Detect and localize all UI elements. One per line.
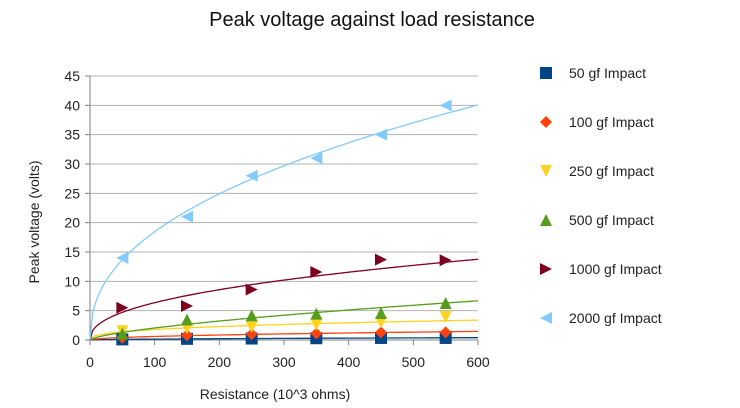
y-tick-label: 45 (64, 68, 80, 84)
data-point (439, 326, 452, 339)
legend-label: 500 gf Impact (569, 212, 654, 228)
legend-label: 250 gf Impact (569, 163, 654, 179)
chart-title: Peak voltage against load resistance (209, 9, 535, 31)
data-point (245, 283, 258, 296)
x-axis-label: Resistance (10^3 ohms) (200, 386, 351, 402)
legend-label: 2000 gf Impact (569, 310, 662, 326)
y-tick-label: 40 (64, 97, 80, 113)
data-point (439, 99, 452, 112)
data-point (310, 327, 323, 340)
x-tick-label: 300 (272, 354, 296, 370)
data-point (116, 251, 129, 264)
y-tick-label: 5 (72, 303, 80, 319)
trendline (89, 337, 478, 341)
y-tick-label: 15 (64, 244, 80, 260)
data-point (181, 210, 193, 223)
data-point (181, 329, 193, 342)
data-point (375, 253, 387, 266)
legend-marker (540, 312, 552, 324)
gridlines (90, 75, 478, 312)
legend-marker (540, 263, 552, 275)
data-point (181, 313, 193, 326)
data-point (245, 321, 258, 334)
x-tick-label: 100 (143, 354, 167, 370)
legend-label: 1000 gf Impact (569, 261, 662, 277)
legend-marker (540, 165, 552, 177)
y-tick-label: 30 (64, 156, 80, 172)
data-point (310, 307, 323, 320)
trendline (89, 104, 479, 341)
legend-label: 100 gf Impact (569, 114, 654, 130)
y-tick-label: 35 (64, 127, 80, 143)
data-point (181, 299, 193, 312)
data-point (375, 128, 387, 141)
y-tick-label: 0 (72, 332, 80, 348)
legend-marker (540, 214, 552, 226)
data-point (245, 309, 258, 322)
legend: 50 gf Impact 100 gf Impact 250 gf Impact 50… (540, 65, 662, 326)
data-point (375, 316, 387, 329)
x-tick-label: 400 (337, 354, 361, 370)
trendline (89, 300, 479, 341)
y-tick-label: 25 (64, 185, 80, 201)
y-axis-label: Peak voltage (volts) (26, 161, 42, 284)
trendline (89, 330, 478, 341)
data-point (245, 328, 258, 341)
data-point (310, 318, 323, 331)
tick-labels: 0 5 10 15 20 25 30 35 40 45 0 100 200 300 400 500 600 (64, 68, 489, 370)
legend-label: 50 gf Impact (569, 65, 646, 81)
x-tick-label: 0 (86, 354, 94, 370)
data-point (375, 307, 387, 320)
trendline (89, 258, 479, 341)
legend-marker (540, 116, 552, 128)
y-tick-label: 20 (64, 215, 80, 231)
data-point (310, 265, 323, 278)
x-tick-label: 500 (402, 354, 426, 370)
legend-marker (540, 67, 552, 79)
data-point (310, 152, 323, 165)
data-points (116, 99, 452, 346)
trendlines (89, 104, 479, 341)
x-tick-label: 200 (208, 354, 232, 370)
x-tick-label: 600 (466, 354, 490, 370)
data-point (439, 254, 452, 267)
data-point (116, 301, 129, 314)
data-point (375, 326, 387, 339)
data-point (439, 297, 452, 310)
data-point (116, 327, 129, 340)
axes (85, 75, 479, 345)
y-tick-label: 10 (64, 273, 80, 289)
data-point (245, 169, 258, 182)
trendline (89, 319, 479, 341)
data-point (439, 311, 452, 324)
